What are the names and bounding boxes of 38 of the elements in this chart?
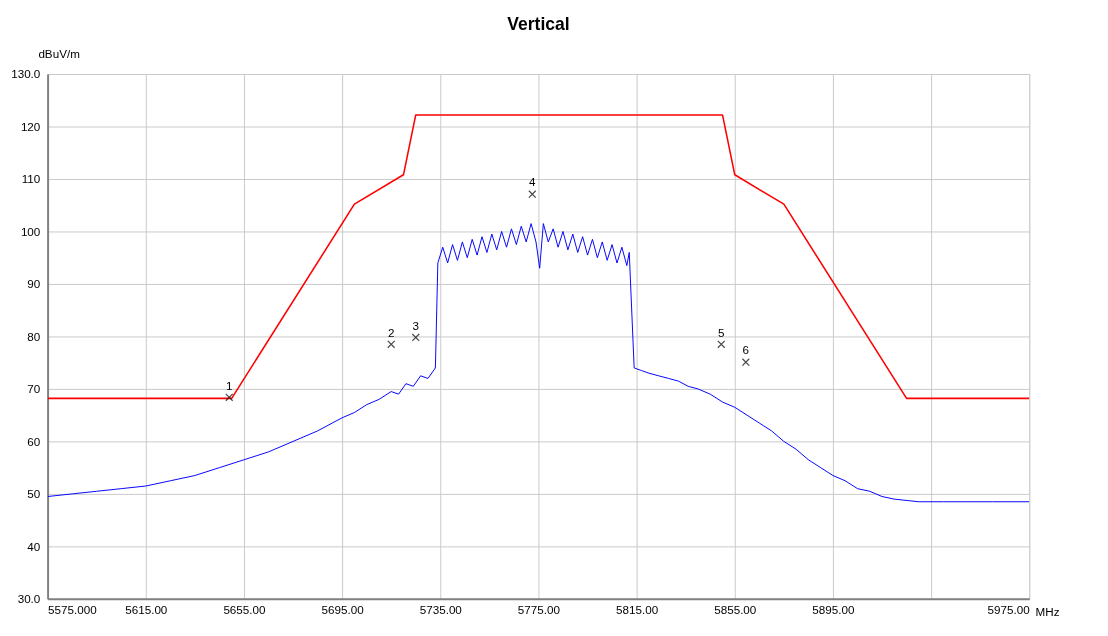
line-series bbox=[47, 114, 1030, 400]
y-tick-label: 110 bbox=[21, 172, 41, 186]
y-tick-label: 40 bbox=[27, 539, 41, 553]
chart-title: Vertical bbox=[507, 14, 570, 35]
x-tick-label: 5575.000 bbox=[48, 602, 98, 616]
point bbox=[741, 358, 750, 367]
x-tick-label: 5615.00 bbox=[125, 602, 168, 616]
y-axis-title: dBuV/m bbox=[38, 46, 80, 60]
x-axis-title: MHz bbox=[1035, 604, 1060, 618]
x-tick-label: 5975.00 bbox=[987, 602, 1031, 616]
y-tick-label: 50 bbox=[27, 487, 41, 501]
y-tick-label: 100 bbox=[20, 224, 41, 238]
y-tick-label: 130.0 bbox=[11, 67, 41, 81]
annotation: 6 bbox=[742, 343, 750, 357]
point bbox=[387, 340, 396, 349]
annotation: 2 bbox=[387, 325, 395, 339]
annotation: 5 bbox=[718, 325, 725, 339]
y-tick-label: 70 bbox=[27, 382, 41, 396]
point bbox=[528, 190, 537, 199]
point bbox=[411, 333, 420, 342]
annotation: 4 bbox=[529, 175, 537, 189]
y-tick-label: 120 bbox=[20, 119, 41, 133]
point bbox=[225, 393, 234, 402]
x-tick-label: 5815.00 bbox=[616, 602, 659, 616]
annotation: 1 bbox=[225, 378, 233, 392]
y-tick-label: 80 bbox=[27, 329, 41, 343]
point bbox=[717, 340, 726, 349]
x-tick-label: 5775.00 bbox=[517, 602, 561, 616]
x-tick-label: 5895.00 bbox=[812, 602, 856, 616]
x-tick-label: 5735.00 bbox=[419, 602, 463, 616]
y-tick-label: 30.0 bbox=[17, 592, 41, 606]
x-tick-label: 5655.00 bbox=[223, 602, 267, 616]
y-tick-label: 60 bbox=[27, 434, 41, 448]
x-tick-label: 5855.00 bbox=[714, 602, 757, 616]
annotation: 3 bbox=[412, 318, 419, 332]
x-tick-label: 5695.00 bbox=[321, 602, 365, 616]
line-series bbox=[47, 223, 1030, 503]
y-tick-label: 90 bbox=[27, 277, 41, 291]
